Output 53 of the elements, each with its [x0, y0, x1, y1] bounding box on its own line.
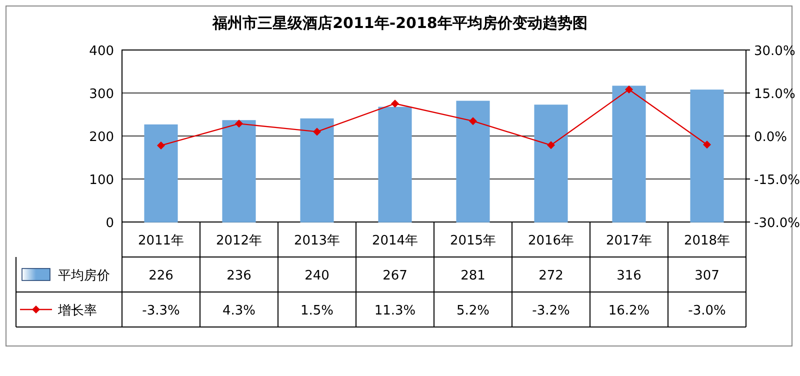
bar [378, 106, 412, 222]
x-tick-label: 2018年 [684, 234, 730, 248]
point [313, 128, 321, 136]
bar [222, 120, 256, 222]
data-label: -3.3% [142, 304, 180, 318]
bar [144, 124, 178, 222]
bar [612, 86, 646, 222]
data-label: 226 [148, 268, 174, 284]
point [625, 86, 633, 94]
data-label: 240 [304, 268, 330, 284]
bar [690, 90, 724, 222]
data-label: 11.3% [374, 304, 416, 318]
x-tick-label: 2014年 [372, 234, 418, 248]
x-tick-label: 2013年 [294, 234, 340, 248]
chart-title: 福州市三星级酒店2011年-2018年平均房价变动趋势图 [212, 14, 588, 32]
data-label: 1.5% [300, 304, 334, 318]
bar [456, 100, 490, 222]
point [469, 117, 477, 126]
data-label: 236 [226, 268, 252, 284]
y-tick-label: 200 [89, 130, 114, 145]
data-label: 267 [382, 268, 408, 284]
point [703, 140, 711, 149]
data-label: 281 [460, 268, 486, 284]
y2-tick-label: -30.0% [754, 216, 800, 231]
x-tick-label: 2011年 [138, 234, 184, 248]
x-tick-label: 2012年 [216, 234, 262, 248]
y2-tick-label: 15.0% [754, 87, 796, 102]
x-tick-label: 2015年 [450, 234, 496, 248]
y2-tick-label: 30.0% [754, 44, 796, 59]
point [391, 100, 399, 108]
y-tick-label: 400 [89, 44, 114, 59]
y-tick-label: 100 [89, 173, 114, 188]
x-tick-label: 2016年 [528, 234, 574, 248]
point [235, 120, 243, 128]
data-label: -3.0% [688, 304, 726, 318]
data-label: 272 [538, 268, 564, 284]
data-label: 4.3% [222, 304, 256, 318]
point [547, 141, 555, 150]
y-tick-label: 300 [89, 87, 114, 102]
point [157, 141, 165, 150]
y-tick-label: 0 [106, 216, 114, 231]
data-label: 16.2% [608, 304, 650, 318]
legend-label: 增长率 [57, 302, 97, 318]
data-label: 5.2% [456, 304, 490, 318]
data-label: 307 [694, 268, 720, 284]
bar [300, 118, 334, 222]
x-tick-label: 2017年 [606, 234, 652, 248]
y2-tick-label: -15.0% [754, 173, 800, 188]
data-label: -3.2% [532, 304, 570, 318]
legend-label: 平均房价 [58, 268, 110, 284]
data-label: 316 [616, 268, 642, 284]
bar [534, 104, 568, 222]
y2-tick-label: 0.0% [754, 130, 788, 145]
